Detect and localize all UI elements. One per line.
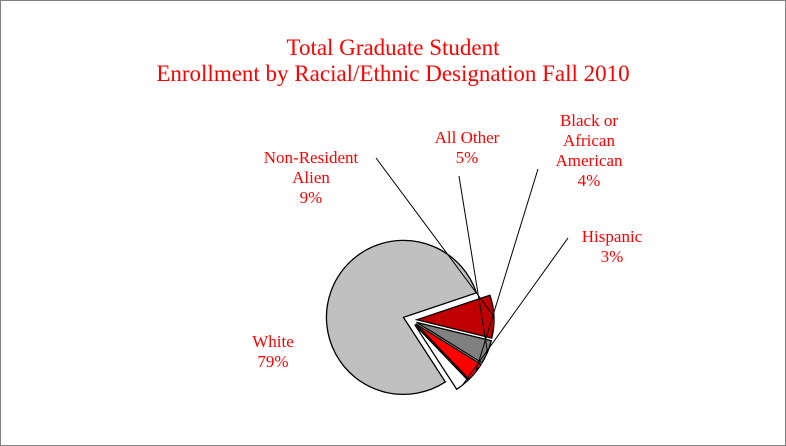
slice-label-black-or-african-american: Black or African American 4%	[555, 111, 623, 190]
pie-slices	[325, 239, 495, 396]
slice-label-non-resident-alien: Non-Resident Alien 9%	[264, 148, 359, 207]
leader-line-non-resident-alien	[375, 157, 495, 317]
leader-lines	[375, 157, 569, 386]
pie-slice-non-resident-alien	[414, 294, 495, 339]
pie-slice-hispanic	[414, 324, 469, 391]
pie-slice-white	[325, 239, 478, 396]
slice-label-all-other: All Other 5%	[435, 128, 500, 167]
slice-labels: White 79% Non-Resident Alien 9% All Other 5% Bl…	[252, 111, 642, 371]
pie-slice-all-other	[416, 321, 493, 364]
chart-title-line-2: Enrollment by Racial/Ethnic Designation …	[156, 61, 630, 86]
leader-line-hispanic	[462, 237, 569, 386]
slice-label-hispanic: Hispanic 3%	[582, 227, 643, 266]
chart-title-line-1: Total Graduate Student	[286, 35, 500, 60]
slice-label-white: White 79%	[252, 332, 294, 371]
leader-line-all-other	[458, 175, 489, 353]
chart-title: Total Graduate Student Enrollment by Rac…	[1, 35, 785, 87]
leader-line-black-or-african-american	[475, 168, 539, 373]
